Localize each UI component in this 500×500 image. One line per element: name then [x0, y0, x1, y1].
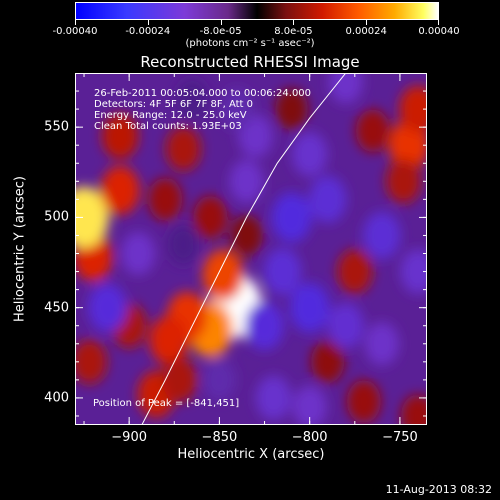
x-tick-label: −850 — [201, 430, 238, 445]
axis-ticks — [75, 73, 427, 425]
heatmap-blob — [203, 359, 236, 401]
heatmap-blob — [230, 214, 263, 257]
colorbar-tick-label: 0.00024 — [345, 26, 387, 37]
heatmap-blob — [176, 79, 209, 121]
colorbar-tick — [147, 20, 149, 25]
colorbar-tick-label: -0.00024 — [125, 26, 171, 37]
colorbar-ticks — [75, 20, 439, 26]
heatmap-blob — [193, 195, 228, 239]
heatmap-blob — [229, 159, 264, 203]
y-tick-label: 450 — [44, 300, 69, 316]
heatmap-blob — [363, 211, 401, 260]
annotation-line: Clean Total counts: 1.93E+03 — [94, 121, 242, 132]
heatmap-blob — [162, 357, 198, 403]
heatmap-blob — [337, 249, 373, 294]
heatmap-blob — [271, 192, 312, 243]
y-axis-label: Heliocentric Y (arcsec) — [12, 176, 28, 322]
solar-limb-curve — [141, 73, 347, 425]
y-tick-label: 400 — [44, 390, 69, 406]
colorbar — [75, 2, 439, 20]
chart-title: Reconstructed RHESSI Image — [140, 53, 360, 71]
heatmap-blob — [311, 340, 345, 383]
x-tick-label: −800 — [291, 430, 328, 445]
heatmap-blob — [165, 126, 201, 172]
colorbar-tick — [293, 20, 295, 25]
heatmap-blob — [101, 113, 139, 160]
heatmap-blob — [328, 73, 363, 104]
heatmap-blob — [364, 322, 399, 366]
heatmap-blob — [346, 380, 381, 424]
heatmap-blob — [148, 177, 183, 221]
colorbar-tick — [438, 20, 439, 25]
heatmap-blob — [202, 249, 244, 301]
plot-frame — [75, 73, 427, 425]
heatmap-blob — [167, 224, 200, 265]
colorbar-tick-label: -0.00040 — [52, 26, 98, 37]
heatmap-blob — [327, 302, 364, 349]
heatmap-blobs — [75, 73, 427, 425]
annotation-line: Energy Range: 12.0 - 25.0 keV — [94, 110, 247, 121]
heatmap-blob — [75, 186, 109, 249]
annotation-line: 26-Feb-2011 00:05:04.000 to 00:06:24.000 — [94, 88, 311, 99]
colorbar-tick-label: -8.0e-05 — [199, 26, 242, 37]
x-axis-label: Heliocentric X (arcsec) — [177, 447, 325, 462]
heatmap-blob — [292, 385, 327, 425]
peak-position-label: Position of Peak = [-841,451] — [93, 398, 239, 409]
heatmap-blob — [88, 283, 127, 332]
heatmap-blob — [289, 282, 330, 333]
annotation-line: Detectors: 4F 5F 6F 7F 8F, Att 0 — [94, 99, 253, 110]
heatmap-blob — [245, 301, 284, 351]
colorbar-tick — [366, 20, 368, 25]
heatmap-blob — [100, 166, 140, 215]
heatmap-blob — [308, 175, 347, 223]
colorbar-tick — [220, 20, 222, 25]
x-tick-label: −750 — [382, 430, 418, 445]
heatmap-blob — [149, 315, 189, 365]
heatmap-blob — [275, 88, 309, 130]
heatmap-blob — [255, 375, 292, 421]
annotation-block: 26-Feb-2011 00:05:04.000 to 00:06:24.000… — [94, 88, 311, 132]
colorbar-units: (photons cm⁻² s⁻¹ asec⁻²) — [185, 38, 315, 49]
footer-timestamp: 11-Aug-2013 08:32 — [385, 483, 492, 496]
heatmap-blob — [292, 132, 328, 177]
heatmap-blob — [75, 339, 108, 385]
heatmap-blob — [263, 247, 302, 296]
heatmap-blob — [399, 85, 427, 133]
colorbar-tick-label: 8.0e-05 — [274, 26, 313, 37]
heatmap-blob — [221, 88, 254, 130]
heatmap-blob — [388, 120, 427, 171]
x-tick-label: −900 — [111, 430, 147, 445]
heatmap-plot: 26-Feb-2011 00:05:04.000 to 00:06:24.000… — [75, 73, 427, 425]
heatmap-blob — [400, 394, 427, 425]
heatmap-blob — [355, 109, 390, 153]
heatmap-blob — [400, 249, 427, 294]
colorbar-tick-label: 0.00040 — [418, 26, 460, 37]
heatmap-blob — [121, 232, 156, 276]
y-tick-label: 500 — [44, 209, 69, 225]
y-tick-label: 550 — [44, 119, 69, 135]
colorbar-tick — [75, 20, 76, 25]
heatmap-blob — [385, 159, 422, 204]
